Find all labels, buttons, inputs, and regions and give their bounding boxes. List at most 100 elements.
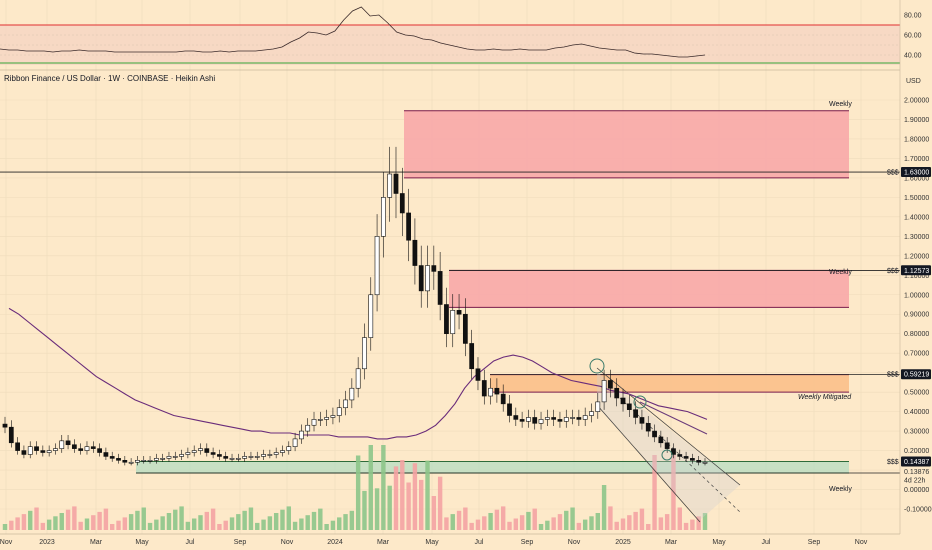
candle-body [90,446,96,449]
volume-bar [78,521,83,530]
price-tick-label: 0.90000 [904,312,929,319]
volume-bar [500,506,506,530]
volume-bar [267,516,273,530]
candle-body [532,417,538,424]
ma-line [8,307,708,440]
chart-title: Ribbon Finance / US Dollar · 1W · COINBA… [4,74,215,83]
volume-bar [91,515,96,530]
volume-bar [406,482,411,530]
price-tick-label: 1.30000 [904,234,929,241]
level-side-label: $$$ [887,268,899,275]
price-tag [901,265,931,276]
candle-body [633,409,639,418]
volume-bar [564,510,569,530]
volume-bar [191,518,197,530]
time-tick-label: May [425,539,439,546]
volume-bar [53,516,58,530]
volume-bar [223,520,228,530]
rsi-tick-label: 40.00 [904,53,922,60]
zones [136,110,849,474]
candle-body [595,401,601,412]
volume-bar [248,507,254,530]
level-side-label: $$$ [887,170,899,177]
time-tick-label: May [712,539,726,546]
candle-body [526,417,531,422]
candle-body [444,304,449,335]
volume-bar [620,518,626,530]
price-tick-label: 1.20000 [904,253,929,260]
volume-bar [217,524,222,530]
candle-body [128,461,134,464]
volume-bar [545,520,550,530]
highlight-circles [589,358,673,461]
candle-body [34,446,39,451]
time-axis[interactable]: Nov 2023 Mar May Jul Sep Nov 2024 Mar May Jul Sep No… [0,539,868,546]
volume-bar [431,496,437,530]
volume-bar [349,510,355,530]
countdown-label: 4d 22h [904,477,926,484]
volume-bars [2,445,708,530]
volume-bar [166,513,172,530]
time-tick-label: 2024 [327,539,343,546]
candle-body [563,417,569,422]
price-tag [901,369,931,380]
volume-bar [179,506,184,530]
volume-bar [154,519,159,530]
candle-body [690,458,695,461]
volume-bar [34,507,39,530]
candle-body [608,380,613,389]
volume-bar [261,519,266,530]
candle-body [248,456,254,458]
time-tick-label: Nov [0,539,13,546]
candle-body [141,460,147,462]
candle-body [601,380,607,403]
candle-body [538,419,544,424]
volume-bar [576,522,582,530]
volume-bar [72,506,77,530]
time-tick-label: May [135,539,149,546]
candle-body [469,343,475,370]
candle-body [179,454,184,457]
channel-upper [596,367,741,486]
zone-box [490,374,849,393]
time-tick-label: 2025 [615,539,631,546]
rsi-axis[interactable]: 80.00 60.00 40.00 [904,13,922,60]
candle-body [97,448,102,453]
candle-body [198,448,203,451]
candle-body [59,440,65,449]
volume-bar [337,517,342,530]
volume-bar [381,445,386,530]
last-price-label: 0.13876 [904,469,929,476]
candle-body [645,423,651,432]
volume-bar [437,476,443,530]
volume-bar [21,514,27,530]
candle-body [481,380,487,397]
candle-body [475,368,481,381]
candle-body [71,444,77,449]
candle-body [702,461,708,464]
volume-bar [507,521,512,530]
volume-bar [355,455,361,530]
volume-bar [494,509,500,530]
price-tag [901,456,931,467]
volume-bar [475,519,481,530]
candle-body [614,387,620,399]
candle-body [683,456,689,459]
candle-body [557,419,563,422]
volume-bar [419,479,424,530]
volume-bar [110,524,115,530]
price-tick-label: 1.80000 [904,136,929,143]
rsi-tick-label: 60.00 [904,33,922,40]
volume-bar [173,509,178,530]
volume-bar [236,514,241,530]
volume-bar [135,510,140,530]
volume-bar [450,514,455,530]
zone-box [449,270,849,308]
volume-bar [608,506,613,530]
volume-bar [273,513,279,530]
candle-body [242,456,248,459]
price-axis[interactable]: 2.00000 1.90000 1.80000 1.70000 1.60000 1.500… [904,98,932,514]
volume-bar [519,515,525,530]
level-side-label: $$$ [887,372,899,379]
